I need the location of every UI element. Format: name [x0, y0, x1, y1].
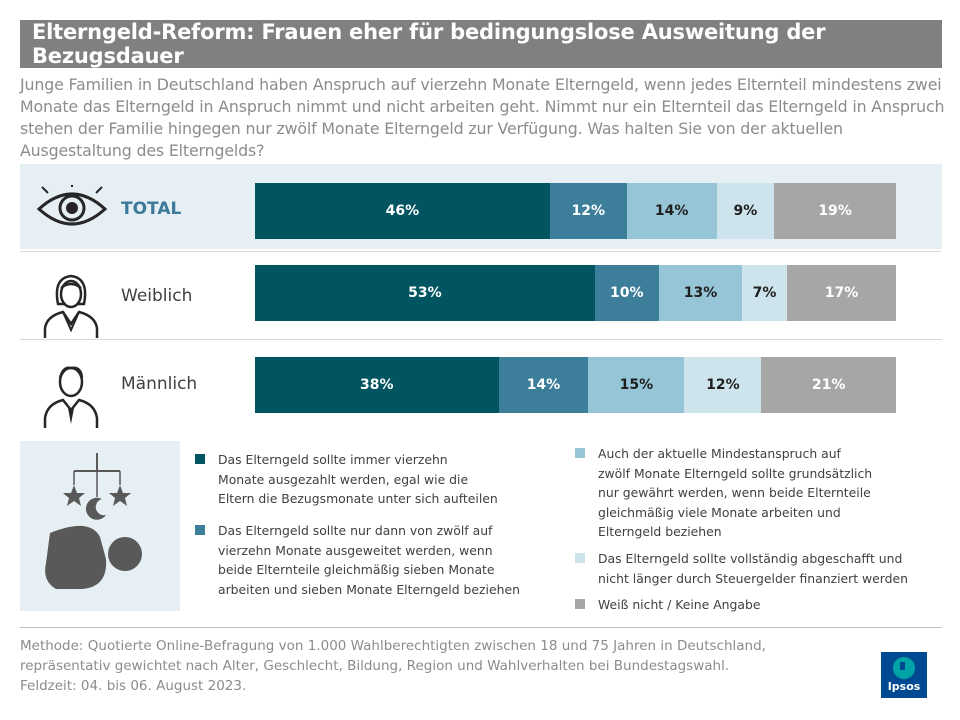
bar-segment-0-0: 46% [255, 183, 550, 239]
bar-segment-1-1: 10% [594, 265, 659, 321]
title-bar: Elterngeld-Reform: Frauen eher für bedin… [20, 20, 942, 68]
eye-icon [36, 185, 108, 226]
legend-text-1: Das Elterngeld sollte immer vierzehn Mon… [218, 452, 498, 506]
baby-mobile-icon [20, 441, 180, 611]
bar-segment-1-0: 53% [255, 265, 595, 321]
legend-swatch-5 [575, 599, 585, 609]
footer-divider [20, 627, 942, 628]
bar-weiblich: 53% 10% 13% 7% 17% [255, 265, 896, 321]
legend-item-3: Auch der aktuelle Mindestanspruch auf zw… [575, 444, 872, 542]
legend-item-2: Das Elterngeld sollte nur dann von zwölf… [195, 521, 520, 599]
data-label: 13% [683, 285, 718, 301]
legend-item-1: Das Elterngeld sollte immer vierzehn Mon… [195, 450, 498, 509]
ipsos-logo-icon: Ipsos [881, 652, 927, 698]
row-divider [20, 339, 942, 340]
bar-segment-1-3: 7% [742, 265, 787, 321]
legend-text-3: Auch der aktuelle Mindestanspruch auf zw… [598, 446, 873, 539]
chart-subtitle: Junge Familien in Deutschland haben Ansp… [20, 75, 945, 160]
bar-segment-2-2: 15% [588, 357, 685, 413]
method-line-1: Methode: Quotierte Online-Befragung von … [20, 638, 766, 654]
method-note: Methode: Quotierte Online-Befragung von … [20, 636, 860, 696]
data-label: 46% [385, 203, 420, 219]
bar-total: 46% 12% 14% 9% 19% [255, 183, 896, 239]
bar-segment-0-1: 12% [549, 183, 627, 239]
legend-swatch-4 [575, 553, 585, 563]
bar-segment-1-2: 13% [658, 265, 743, 321]
bar-segment-0-4: 19% [774, 183, 896, 239]
data-label: 14% [654, 203, 689, 219]
legend-text-2: Das Elterngeld sollte nur dann von zwölf… [218, 523, 520, 597]
bar-segment-0-2: 14% [626, 183, 717, 239]
row-label-weiblich: Weiblich [121, 286, 193, 306]
row-divider [20, 251, 942, 252]
bar-segment-1-4: 17% [787, 265, 896, 321]
data-label: 9% [733, 203, 758, 219]
data-label: 53% [408, 285, 442, 301]
legend-swatch-2 [195, 525, 205, 535]
data-label: 12% [571, 203, 606, 219]
row-label-total: TOTAL [121, 199, 182, 219]
chart-title: Elterngeld-Reform: Frauen eher für bedin… [32, 20, 826, 68]
data-label: 17% [824, 285, 859, 301]
data-label: 15% [619, 377, 654, 393]
woman-icon [43, 274, 99, 338]
data-label: 21% [811, 377, 846, 393]
data-label: 12% [706, 377, 740, 393]
bar-segment-0-3: 9% [716, 183, 775, 239]
data-label: 19% [818, 203, 852, 219]
data-label: 14% [526, 377, 561, 393]
legend-swatch-3 [575, 448, 585, 458]
data-label: 7% [752, 285, 777, 301]
legend-item-4: Das Elterngeld sollte vollständig abgesc… [575, 549, 908, 588]
data-label: 38% [360, 377, 394, 393]
method-line-3: Feldzeit: 04. bis 06. August 2023. [20, 678, 247, 694]
bar-segment-2-3: 12% [684, 357, 762, 413]
bar-segment-2-1: 14% [498, 357, 589, 413]
man-icon [43, 366, 99, 428]
bar-segment-2-4: 21% [761, 357, 896, 413]
bar-maennlich: 38% 14% 15% 12% 21% [255, 357, 896, 413]
legend-item-5: Weiß nicht / Keine Angabe [575, 595, 760, 615]
legend-text-4: Das Elterngeld sollte vollständig abgesc… [598, 551, 909, 586]
row-label-maennlich: Männlich [121, 374, 198, 394]
logo-text: Ipsos [887, 680, 921, 693]
data-label: 10% [610, 285, 644, 301]
legend-text-5: Weiß nicht / Keine Angabe [598, 597, 761, 612]
bar-segment-2-0: 38% [255, 357, 499, 413]
legend-swatch-1 [195, 454, 205, 464]
method-line-2: repräsentativ gewichtet nach Alter, Gesc… [20, 658, 730, 674]
